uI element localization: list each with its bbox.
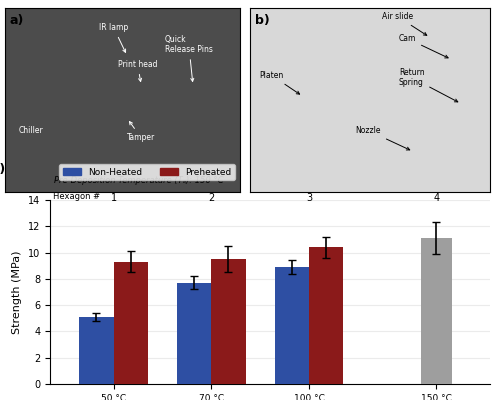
Text: Air slide: Air slide — [382, 12, 427, 35]
Text: 1: 1 — [110, 193, 116, 203]
Text: Tamper: Tamper — [127, 122, 156, 142]
Text: Print head: Print head — [118, 60, 158, 82]
Text: Cam: Cam — [399, 34, 448, 58]
Bar — [114, 262, 148, 384]
Text: a): a) — [10, 14, 24, 26]
Y-axis label: Strength (MPa): Strength (MPa) — [12, 250, 22, 334]
Text: b): b) — [255, 14, 270, 26]
Text: Pre-Deposition Temperature (Tₐ): 150 °C: Pre-Deposition Temperature (Tₐ): 150 °C — [54, 176, 224, 185]
Text: 4: 4 — [433, 193, 440, 203]
Text: 2: 2 — [208, 193, 214, 203]
Text: 3: 3 — [306, 193, 312, 203]
Text: Platen: Platen — [260, 71, 300, 94]
Text: c): c) — [0, 163, 6, 176]
Bar — [275, 267, 309, 384]
Text: IR lamp: IR lamp — [99, 23, 128, 52]
Bar — [421, 238, 452, 384]
Bar — [212, 259, 246, 384]
Bar — [80, 317, 114, 384]
Bar — [309, 247, 344, 384]
Legend: Non-Heated, Preheated: Non-Heated, Preheated — [59, 164, 235, 180]
Text: Nozzle: Nozzle — [356, 126, 410, 150]
Text: Hexagon #: Hexagon # — [53, 192, 100, 201]
Bar — [177, 283, 212, 384]
Text: Chiller: Chiller — [19, 126, 44, 135]
Text: Return
Spring: Return Spring — [399, 68, 458, 102]
Text: Quick
Release Pins: Quick Release Pins — [165, 35, 212, 82]
